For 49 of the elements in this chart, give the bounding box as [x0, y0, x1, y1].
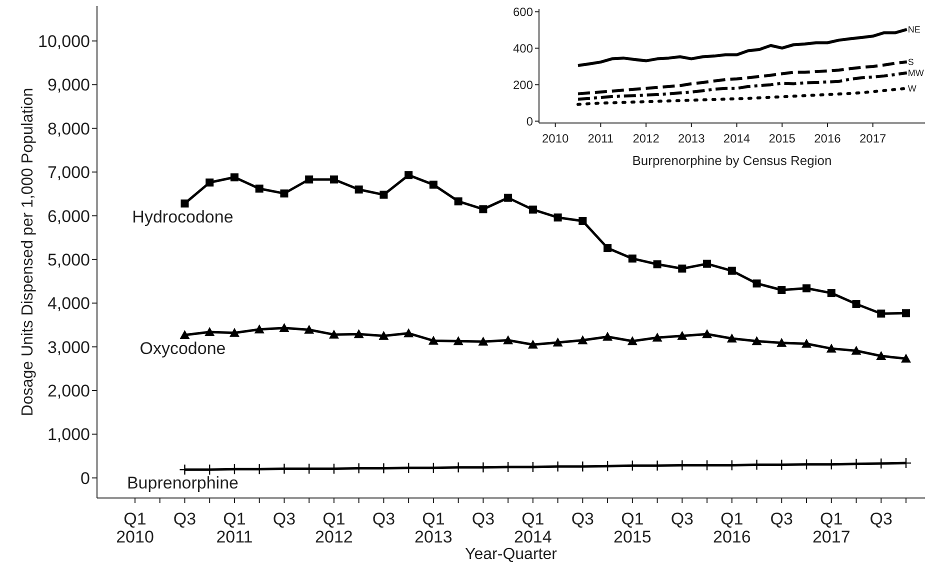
x-tick-label: Q1 2017	[812, 510, 850, 546]
y-tick-label: 3,000	[47, 338, 90, 357]
x-tick-label: 2010	[542, 132, 569, 146]
x-tick-label: Q3	[272, 510, 296, 529]
x-tick-label: Q3	[770, 510, 793, 529]
y-tick-label: 400	[512, 41, 534, 56]
series-label: NE	[908, 24, 920, 34]
x-tick-label: Q1 2015	[614, 510, 652, 546]
y-tick-label: 200	[512, 78, 534, 92]
y-tick-label: 600	[512, 4, 534, 19]
x-tick-label: 2011	[588, 132, 614, 146]
x-tick-label: Q1 2014	[514, 510, 552, 546]
y-tick-label: 5,000	[47, 250, 90, 270]
x-tick-label: Q1 2013	[414, 510, 452, 546]
series-label: MW	[908, 68, 924, 78]
x-tick-label: Q1 2012	[315, 510, 353, 546]
x-tick-label: Q3	[472, 510, 495, 529]
x-tick-label: Q3	[571, 510, 594, 529]
y-tick-label: 7,000	[47, 163, 90, 182]
x-tick-label: Q3	[372, 510, 396, 529]
y-tick-label: 10,000	[38, 32, 90, 51]
y-tick-label: 9,000	[47, 76, 90, 95]
x-tick-label: 2015	[768, 132, 796, 146]
y-tick-label: 0	[526, 114, 534, 128]
series-label: Oxycodone	[140, 339, 226, 358]
series-label: Hydrocodone	[132, 208, 234, 226]
x-tick-label: 2014	[723, 132, 750, 146]
series-label: S	[908, 56, 914, 67]
y-tick-label: 2,000	[47, 382, 90, 401]
y-tick-label: 1,000	[47, 425, 90, 444]
y-tick-label: 4,000	[47, 294, 90, 314]
y-tick-label: 6,000	[47, 206, 90, 226]
y-tick-label: 0	[80, 468, 90, 488]
x-axis-title: Year-Quarter	[465, 546, 558, 562]
x-tick-label: 2016	[814, 132, 842, 146]
x-tick-label: Q1 2010	[116, 510, 154, 546]
series-label: Buprenorphine	[126, 474, 239, 493]
x-tick-label: Q3	[870, 510, 892, 529]
x-axis-title: Burprenorphine by Census Region	[632, 153, 832, 168]
x-tick-label: Q3	[173, 510, 196, 529]
y-tick-label: 8,000	[47, 119, 90, 138]
y-axis-title: Dosage Units Dispensed per 1,000 Population	[20, 88, 36, 416]
x-tick-label: 2017	[859, 132, 887, 146]
x-tick-label: 2012	[632, 132, 660, 146]
x-tick-label: Q3	[670, 510, 694, 529]
x-tick-label: Q1 2016	[712, 510, 751, 546]
x-tick-label: Q1 2011	[216, 510, 253, 546]
x-tick-label: 2013	[678, 132, 706, 146]
series-label: W	[908, 83, 917, 94]
